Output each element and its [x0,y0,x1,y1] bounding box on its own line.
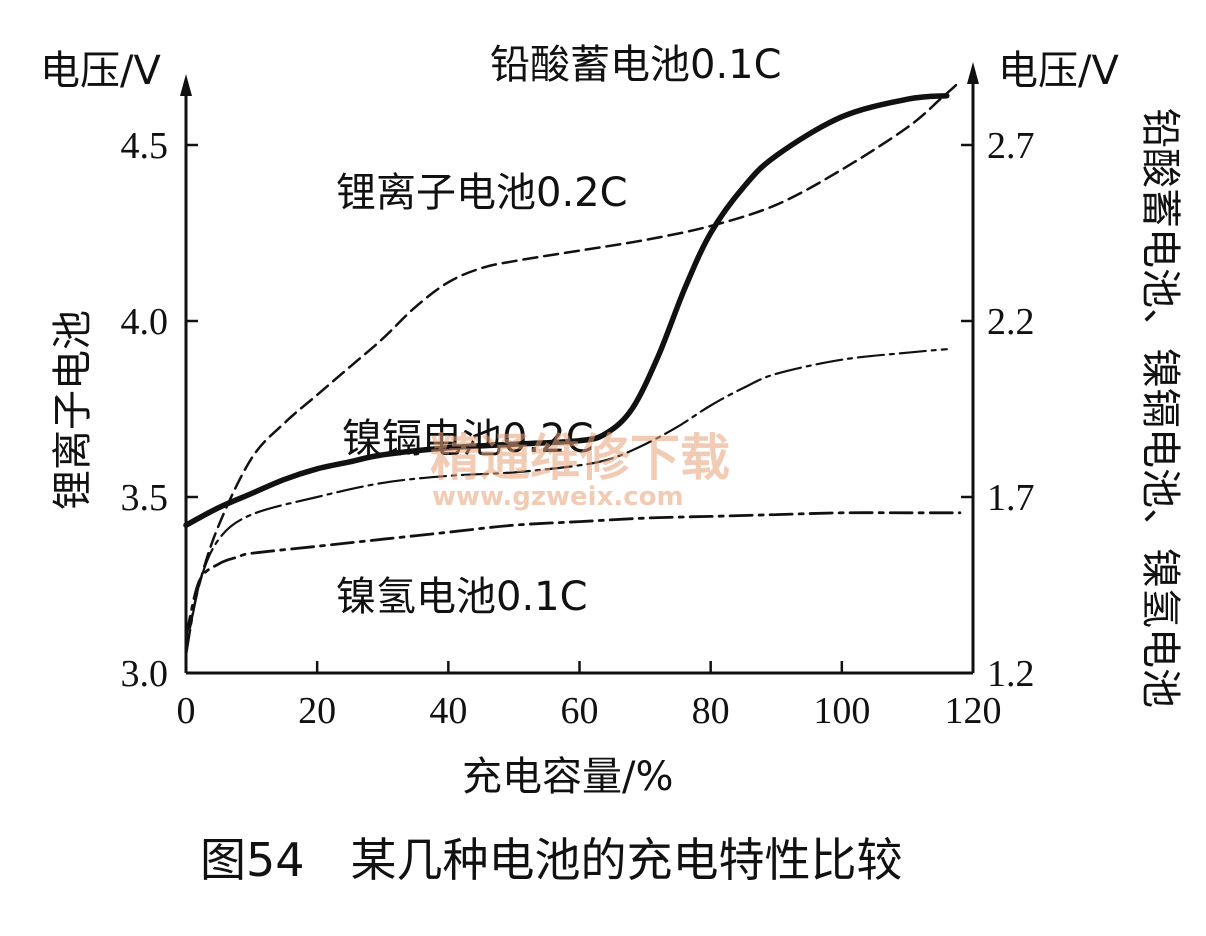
series-label-nimh: 镍氢电池0.1C [336,574,588,620]
series-line-0 [183,92,950,528]
series-lines [183,80,962,657]
right-y-tick-label: 1.7 [987,477,1035,519]
series-label-nicd: 镍镉电池0.2C [342,416,594,462]
series-line-1 [184,80,962,650]
series-line-2 [184,348,948,657]
tick-marks [186,143,973,673]
x-tick-label: 0 [177,690,196,732]
right-y-axis-unit: 电压/V [998,48,1119,94]
series-line-3 [184,511,962,640]
right-y-axis-arrow [967,62,979,84]
x-tick-label: 100 [813,690,870,732]
x-tick-label: 20 [298,690,336,732]
left-y-axis-arrow [180,74,192,96]
x-axis-label: 充电容量/% [462,754,673,800]
tick-labels: 0 20 40 60 80 100 120 3.0 3.5 4.0 4.5 1.2 1.7 2.2 2.7 [121,125,1035,732]
left-y-axis-label: 锂离子电池 [50,310,96,510]
series-label-li-ion: 锂离子电池0.2C [336,170,628,216]
right-y-tick-label: 2.2 [987,301,1035,343]
right-y-axis-label: 铅酸蓄电池、镍镉电池、镍氢电池 [1137,108,1183,708]
left-y-axis-unit: 电压/V [40,48,161,94]
left-y-tick-label: 4.5 [121,125,169,167]
left-y-tick-label: 3.5 [121,477,169,519]
x-tick-label: 40 [429,690,467,732]
left-y-tick-label: 3.0 [121,653,169,695]
right-y-tick-label: 2.7 [987,125,1035,167]
x-tick-label: 120 [945,690,1002,732]
series-label-lead-acid: 铅酸蓄电池0.1C [490,42,782,88]
x-tick-label: 60 [561,690,599,732]
watermark-text: 精通维修下载 [430,429,730,487]
right-y-tick-label: 1.2 [987,653,1035,695]
figure-caption: 图54 某几种电池的充电特性比较 [200,833,903,887]
left-y-tick-label: 4.0 [121,301,169,343]
watermark-url: www.gzweix.com [432,482,684,512]
x-tick-label: 80 [692,690,730,732]
